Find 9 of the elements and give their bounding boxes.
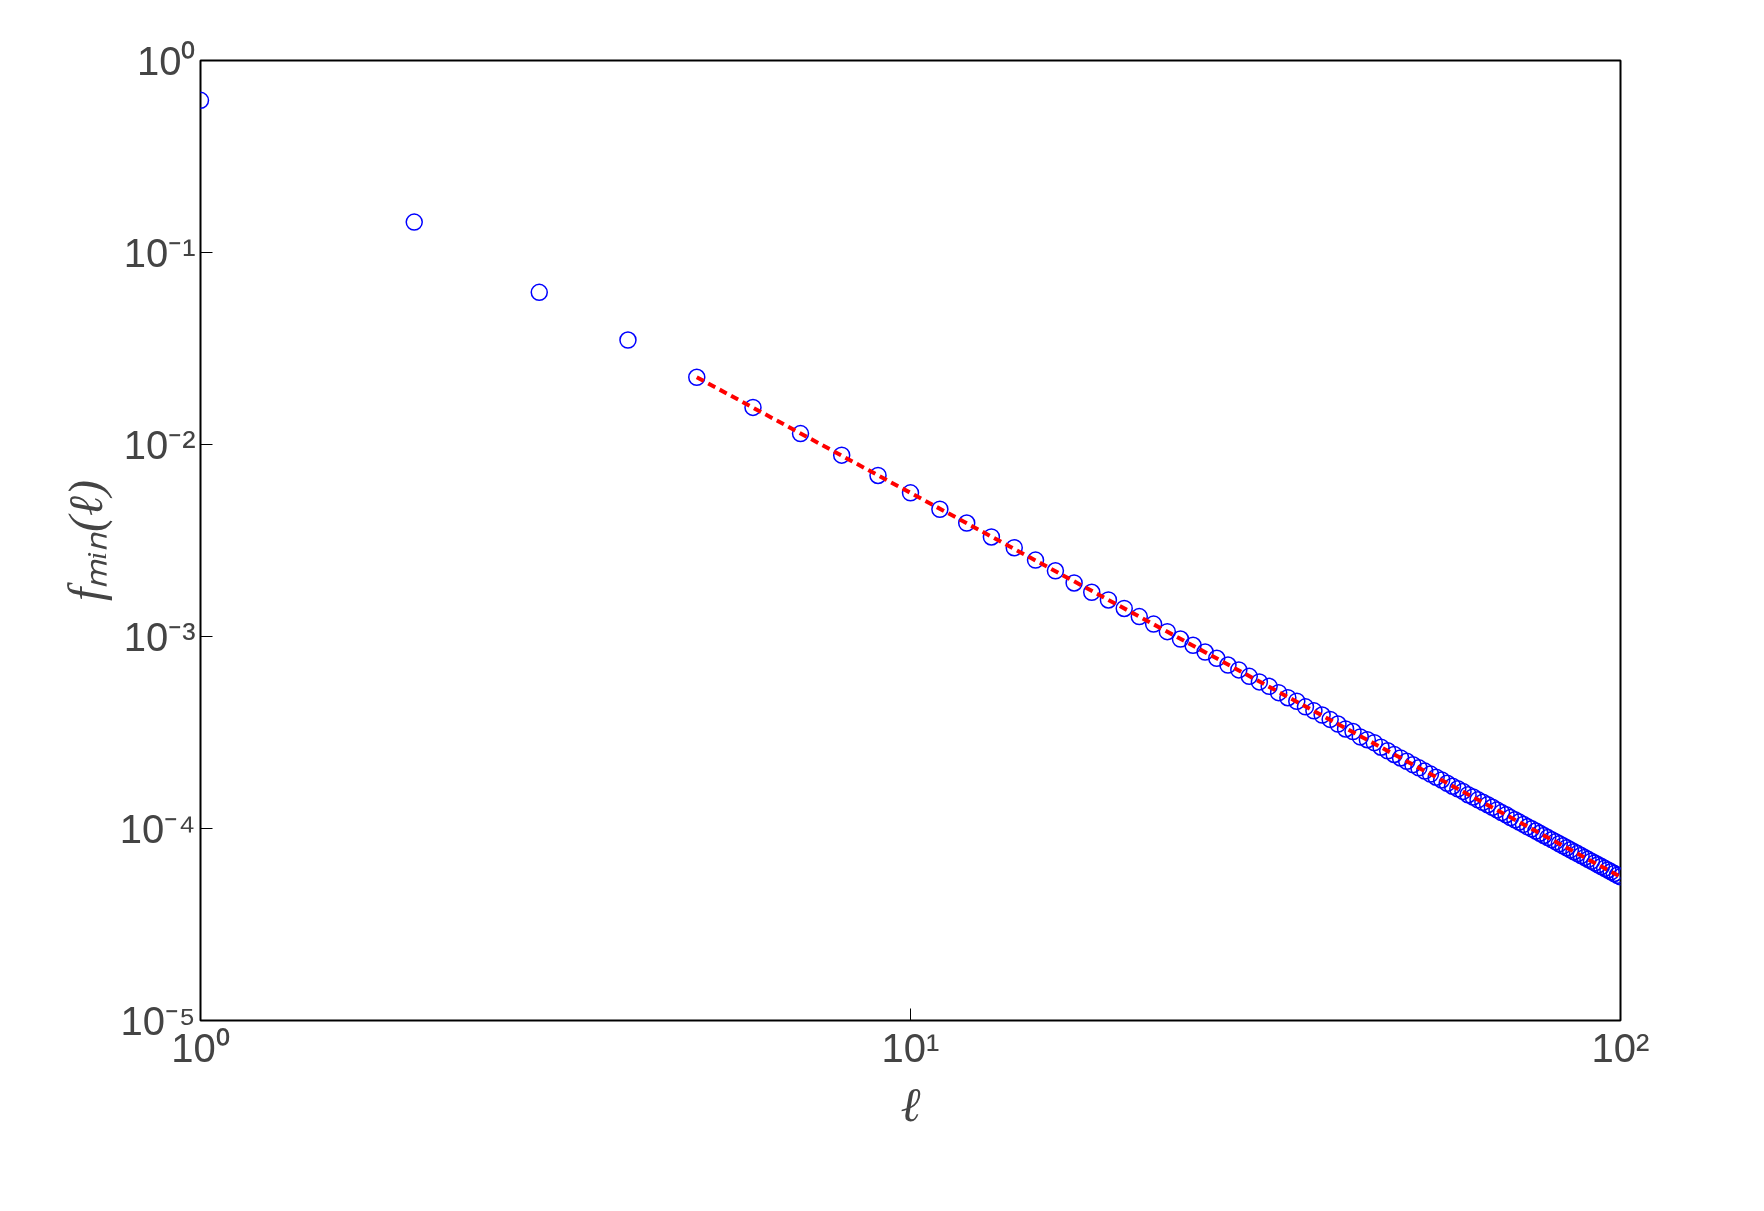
- y-tick-label: 10⁰: [137, 38, 196, 83]
- y-tick-label: 10⁻¹: [123, 230, 196, 275]
- y-axis-title: fₘᵢₙ(ℓ): [58, 480, 113, 601]
- y-tick-label: 10⁻²: [123, 422, 196, 467]
- x-tick-label: 10¹: [881, 1025, 940, 1070]
- x-tick-label: 10²: [1591, 1025, 1650, 1070]
- y-tick-label: 10⁻⁴: [119, 806, 196, 851]
- x-axis-title: ℓ: [900, 1077, 921, 1131]
- y-tick-label: 10⁻³: [123, 614, 196, 659]
